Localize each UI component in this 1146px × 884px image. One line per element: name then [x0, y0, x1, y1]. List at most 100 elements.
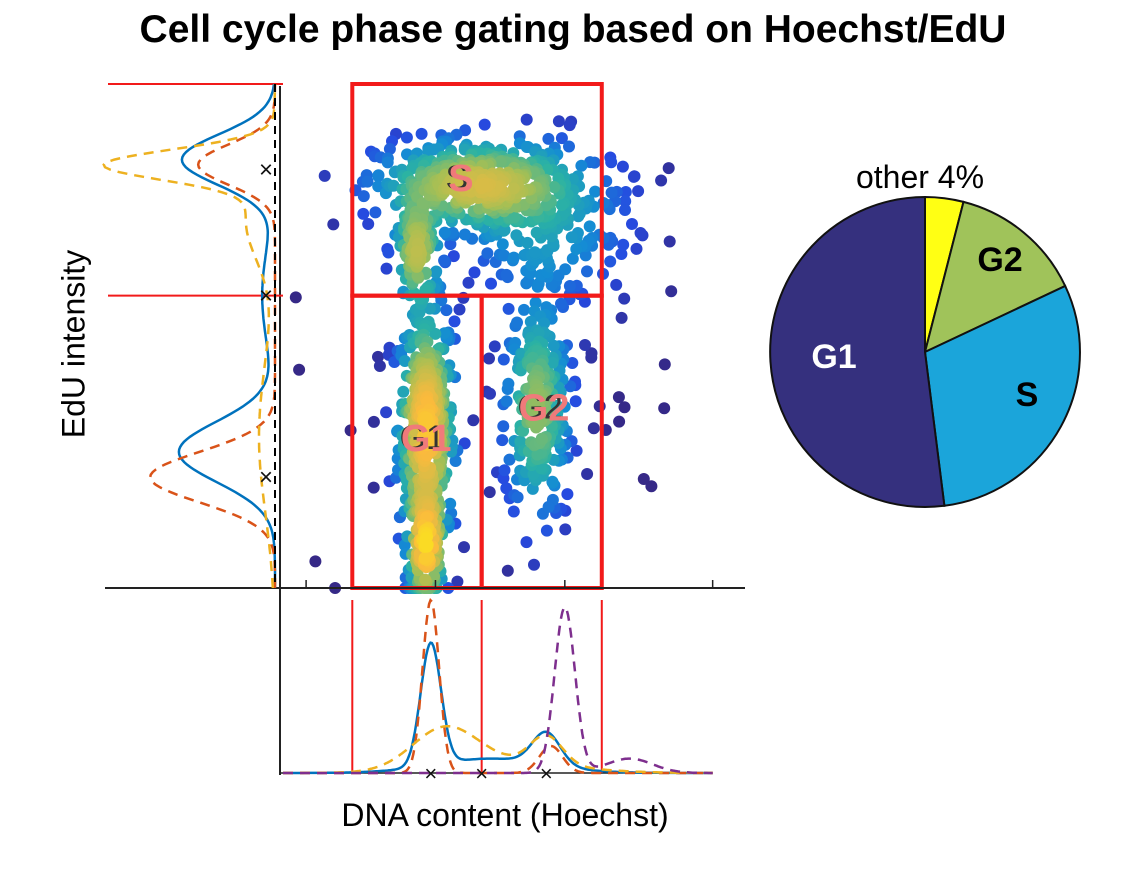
- scatter-point: [367, 481, 380, 494]
- scatter-point: [570, 243, 583, 256]
- scatter-point: [514, 435, 527, 448]
- scatter-point: [619, 186, 632, 198]
- scatter-point: [583, 220, 596, 233]
- scatter-point: [581, 468, 594, 480]
- scatter-point: [289, 291, 302, 304]
- scatter-point: [615, 248, 628, 260]
- scatter-points: [289, 113, 678, 594]
- scatter-point: [483, 352, 495, 365]
- scatter-point: [474, 179, 487, 192]
- scatter-point: [520, 113, 533, 126]
- edu-peak-marker: ×: [259, 283, 273, 310]
- scatter-point: [521, 236, 534, 249]
- scatter-point: [627, 170, 640, 183]
- dna-peak-marker: ×: [424, 761, 437, 786]
- scatter-point: [559, 263, 572, 276]
- scatter-point: [546, 356, 559, 369]
- dna-density-curve: [283, 641, 713, 775]
- scatter-point: [362, 218, 375, 230]
- scatter-point: [444, 497, 457, 510]
- scatter-point: [448, 315, 461, 328]
- scatter-point: [419, 573, 432, 586]
- scatter-point: [645, 480, 658, 493]
- scatter-point: [565, 231, 578, 244]
- scatter-point: [662, 162, 675, 175]
- scatter-point: [500, 395, 513, 408]
- scatter-point: [531, 403, 544, 416]
- scatter-point: [497, 353, 510, 366]
- scatter-point: [380, 262, 393, 275]
- scatter-point: [569, 395, 582, 408]
- scatter-point: [605, 156, 618, 169]
- scatter-point: [438, 254, 451, 267]
- gate-label-shadow: S: [446, 159, 469, 197]
- pie-chart: other 4% G2 S G1: [769, 159, 1081, 508]
- scatter-point: [357, 190, 370, 203]
- scatter-point: [518, 303, 530, 316]
- scatter-point: [496, 238, 509, 251]
- scatter-point: [367, 415, 380, 428]
- scatter-point: [538, 317, 551, 330]
- scatter-point: [610, 278, 623, 291]
- gate-label-shadow: G2: [517, 389, 562, 427]
- scatter-point: [369, 206, 382, 219]
- scatter-point: [655, 174, 668, 187]
- scatter-point: [563, 280, 576, 292]
- scatter-point: [380, 406, 393, 419]
- scatter-point: [481, 247, 494, 260]
- scatter-point: [453, 303, 466, 316]
- scatter-point: [411, 269, 424, 282]
- scatter-point: [293, 363, 306, 376]
- scatter-point: [550, 399, 563, 412]
- scatter-point: [616, 160, 629, 173]
- scatter-point: [498, 464, 511, 477]
- dna-density-curve: [283, 598, 713, 775]
- scatter-point: [383, 143, 396, 155]
- scatter-point: [555, 297, 567, 310]
- scatter-point: [665, 285, 678, 298]
- scatter-point: [593, 400, 606, 413]
- scatter-point: [619, 195, 632, 208]
- edu-density-curve: [177, 83, 277, 588]
- scatter-point: [634, 227, 647, 239]
- dna-density-curve: [283, 725, 713, 775]
- scatter-point: [618, 292, 631, 305]
- scatter-point: [555, 199, 568, 211]
- scatter-point: [478, 118, 491, 131]
- scatter-point: [547, 339, 560, 352]
- scatter-point: [357, 207, 370, 220]
- dna-density-curve: [283, 605, 713, 775]
- pie-label-s: S: [1016, 376, 1039, 414]
- gate-label: S: [448, 158, 473, 200]
- scatter-point: [373, 360, 386, 372]
- scatter-point: [372, 180, 385, 193]
- scatter-point: [485, 277, 497, 290]
- scatter-point: [318, 169, 331, 182]
- scatter-point: [501, 564, 514, 577]
- scatter-point: [381, 156, 394, 169]
- scatter-point: [400, 131, 413, 144]
- scatter-point: [579, 339, 591, 351]
- scatter-point: [458, 541, 470, 554]
- scatter-point: [372, 350, 384, 363]
- scatter-point: [612, 391, 625, 404]
- scatter-point: [559, 523, 572, 536]
- scatter-point: [397, 385, 410, 398]
- edu-peak-marker: ×: [259, 157, 273, 184]
- edu-density-curve: [148, 84, 277, 588]
- scatter-point: [451, 575, 464, 588]
- scatter-point: [410, 245, 423, 258]
- scatter-point: [617, 238, 630, 251]
- scatter-point: [528, 558, 540, 571]
- scatter-point: [422, 145, 435, 158]
- scatter-point: [508, 211, 521, 224]
- scatter-point: [327, 218, 340, 231]
- edu-marginal-panel: × × ×: [102, 83, 283, 589]
- scatter-point: [511, 491, 524, 504]
- scatter-point: [530, 226, 543, 239]
- scatter-point: [605, 186, 618, 199]
- scatter-point: [398, 355, 411, 367]
